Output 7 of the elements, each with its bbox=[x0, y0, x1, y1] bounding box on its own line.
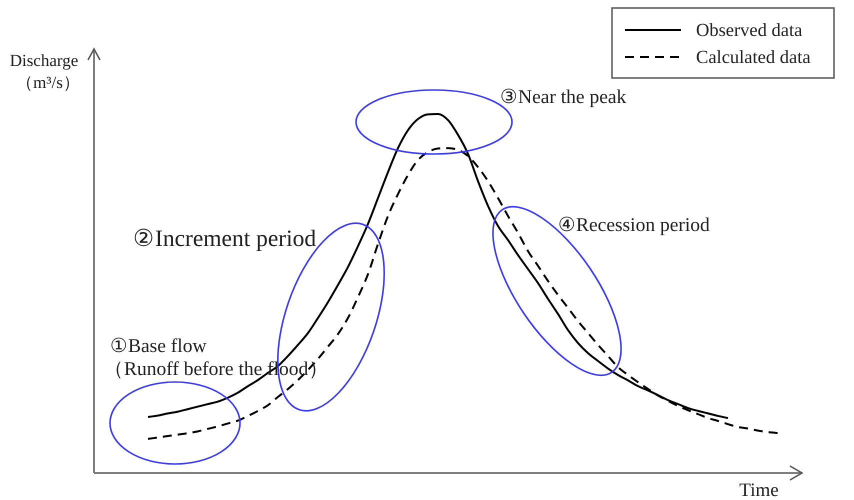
annotation: ④Recession period bbox=[558, 215, 710, 236]
legend-label: Observed data bbox=[696, 21, 802, 41]
legend-label: Calculated data bbox=[696, 48, 811, 68]
y-axis-title: Discharge （m³/s） bbox=[10, 51, 80, 92]
text: ③Near the peak bbox=[500, 87, 627, 108]
annotation: ②Increment period bbox=[133, 226, 316, 252]
x-axis-title: Time bbox=[739, 480, 779, 500]
